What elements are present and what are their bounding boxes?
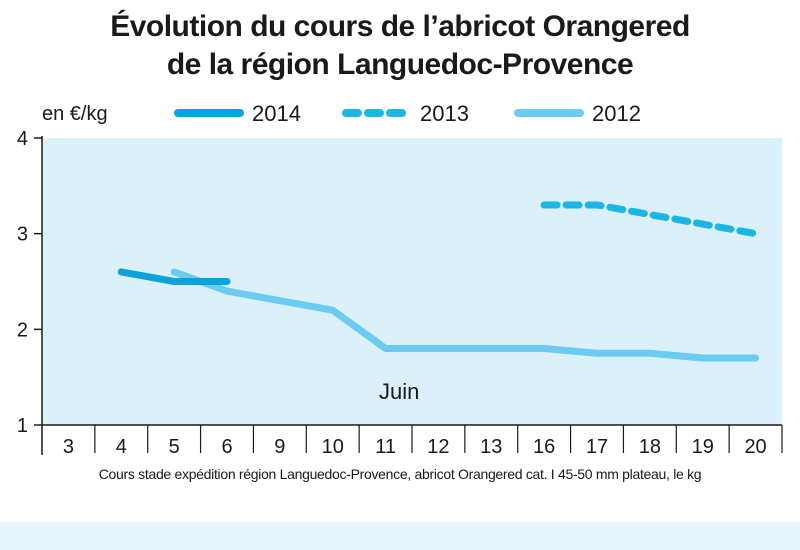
annotation-juin: Juin [379, 379, 419, 404]
chart-title-block: Évolution du cours de l’abricot Orangere… [0, 8, 800, 84]
y-tick-label: 4 [17, 128, 28, 150]
x-tick-label: 20 [744, 436, 766, 458]
legend-label-2012: 2012 [592, 101, 641, 126]
x-tick-label: 16 [533, 436, 555, 458]
y-axis-unit-label: en €/kg [42, 103, 108, 125]
x-tick-label: 9 [274, 436, 285, 458]
series-line-2012 [170, 268, 760, 362]
chart-subtitle: de la région Languedoc-Provence [166, 48, 634, 81]
bottom-band [0, 522, 800, 550]
legend-label-2014: 2014 [252, 101, 301, 126]
y-tick-label: 2 [17, 319, 28, 341]
x-tick-label: 6 [221, 436, 232, 458]
series-line-2014 [117, 268, 231, 285]
series-line-2013 [540, 201, 760, 238]
x-tick-label: 17 [586, 436, 608, 458]
y-tick-label: 1 [17, 415, 28, 437]
x-tick-label: 4 [116, 436, 127, 458]
chart-title: Évolution du cours de l’abricot Orangere… [110, 10, 690, 43]
x-tick-label: 11 [375, 436, 396, 458]
legend-label-2013: 2013 [420, 101, 469, 126]
y-tick-label: 3 [17, 224, 28, 246]
x-tick-label: 12 [427, 436, 449, 458]
x-tick-label: 3 [63, 436, 74, 458]
x-tick-label: 13 [480, 436, 502, 458]
x-tick-label: 19 [692, 436, 714, 458]
x-tick-label: 5 [169, 436, 180, 458]
x-tick-label: 18 [639, 436, 661, 458]
x-tick-label: 10 [322, 436, 344, 458]
chart-footnote: Cours stade expédition région Languedoc-… [98, 466, 702, 482]
